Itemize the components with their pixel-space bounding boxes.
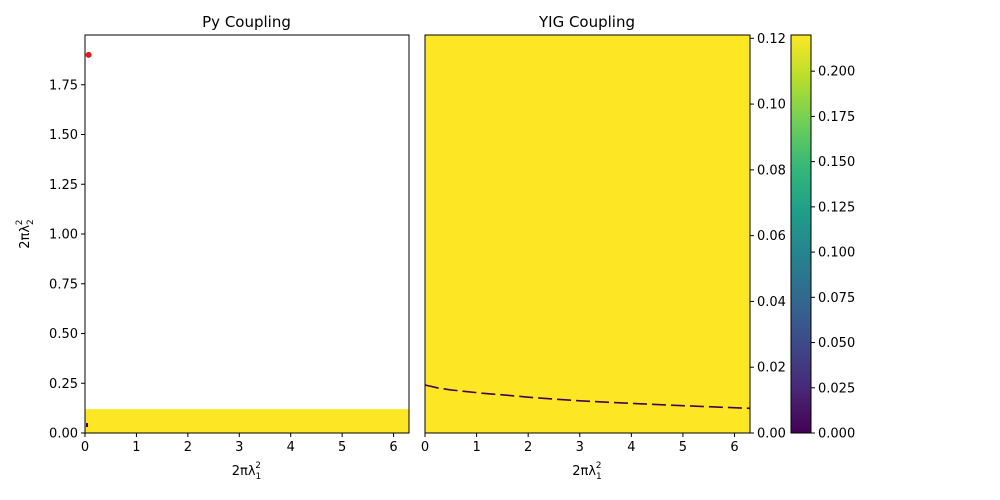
- yig-x-tick-label: 2: [524, 440, 532, 455]
- py-filled-region: [85, 409, 409, 433]
- py-x-tick-label: 5: [338, 440, 346, 455]
- py-y-tick-label: 1.75: [49, 78, 78, 93]
- yig-background: [425, 35, 750, 433]
- py-y-tick-label: 0.00: [49, 427, 78, 442]
- colorbar-gradient: [790, 34, 812, 434]
- yig-coupling-title: YIG Coupling: [538, 13, 635, 31]
- yig-x-tick-label: 4: [627, 440, 635, 455]
- yig-y-tick-label: 0.10: [757, 98, 786, 113]
- py-dark-segment: [86, 423, 89, 428]
- panel-py-coupling: Py Coupling 0 1 2 3 4 5 6 0.00 0.25 0.50 0.75 1.00…: [15, 13, 410, 482]
- yig-x-tick-label: 0: [421, 440, 429, 455]
- yig-x-tick-label: 6: [730, 440, 738, 455]
- colorbar: 0.000 0.025 0.050 0.075 0.100 0.125 0.150 0.175…: [790, 34, 855, 442]
- py-y-tick-label: 1.50: [49, 128, 78, 143]
- py-background: [85, 35, 409, 433]
- yig-plot-area: [424, 35, 751, 433]
- py-y-tick-label: 1.25: [49, 178, 78, 193]
- colorbar-tick-label: 0.175: [818, 110, 855, 125]
- yig-y-tick-label: 0.08: [757, 163, 786, 178]
- colorbar-tick-label: 0.000: [818, 427, 855, 442]
- py-y-tick-label: 0.75: [49, 277, 78, 292]
- yig-x-ticks: 0 1 2 3 4 5 6: [421, 433, 739, 455]
- yig-curve: [424, 384, 751, 410]
- yig-y-tick-label: 0.02: [757, 361, 786, 376]
- yig-x-axis-label: 2πλ12: [572, 461, 602, 482]
- colorbar-tick-label: 0.200: [818, 65, 855, 80]
- yig-y-tick-label: 0.00: [757, 427, 786, 442]
- py-marker-point: [85, 51, 92, 58]
- py-y-tick-label: 0.50: [49, 327, 78, 342]
- py-x-ticks: 0 1 2 3 4 5 6: [81, 433, 398, 455]
- py-y-ticks: 0.00 0.25 0.50 0.75 1.00 1.25 1.50 1.75: [49, 78, 85, 442]
- yig-y-tick-label: 0.12: [757, 32, 786, 47]
- py-x-tick-label: 3: [235, 440, 243, 455]
- py-x-tick-label: 4: [287, 440, 295, 455]
- colorbar-tick-label: 0.075: [818, 291, 855, 306]
- yig-y-ticks: 0.00 0.02 0.04 0.06 0.08 0.10 0.12: [750, 32, 786, 442]
- py-y-tick-label: 1.00: [49, 228, 78, 243]
- colorbar-tick-label: 0.025: [818, 381, 855, 396]
- py-coupling-title: Py Coupling: [202, 13, 291, 31]
- py-y-axis-label: 2πλ22: [15, 219, 36, 249]
- py-x-tick-label: 1: [132, 440, 140, 455]
- yig-y-tick-label: 0.04: [757, 295, 786, 310]
- yig-y-tick-label: 0.06: [757, 229, 786, 244]
- yig-x-tick-label: 1: [472, 440, 480, 455]
- colorbar-tick-label: 0.100: [818, 246, 855, 261]
- yig-x-tick-label: 3: [576, 440, 584, 455]
- colorbar-tick-label: 0.050: [818, 336, 855, 351]
- py-x-tick-label: 0: [81, 440, 89, 455]
- colorbar-tick-label: 0.125: [818, 200, 855, 215]
- yig-axes-frame: [424, 34, 751, 434]
- py-x-tick-label: 6: [389, 440, 397, 455]
- colorbar-tick-label: 0.150: [818, 155, 855, 170]
- colorbar-ticks: 0.000 0.025 0.050 0.075 0.100 0.125 0.150 0.175…: [811, 65, 855, 442]
- py-plot-area: [85, 35, 409, 433]
- py-y-tick-label: 0.25: [49, 377, 78, 392]
- py-x-tick-label: 2: [184, 440, 192, 455]
- yig-x-tick-label: 5: [679, 440, 687, 455]
- py-x-axis-label: 2πλ12: [232, 461, 262, 482]
